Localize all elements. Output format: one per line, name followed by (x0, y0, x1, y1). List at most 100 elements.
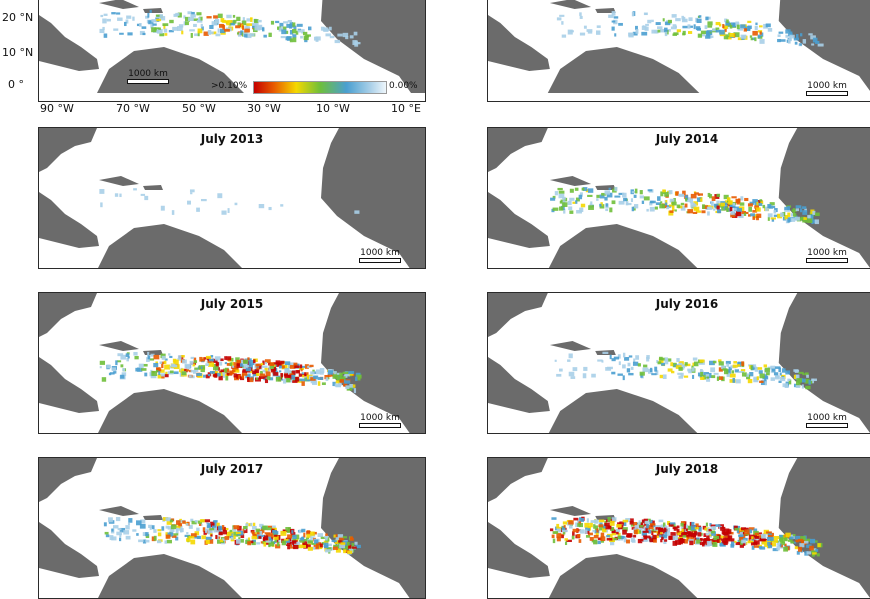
sargassum-patch (273, 531, 279, 535)
africa-landmass (321, 128, 425, 268)
sargassum-patch (807, 214, 811, 218)
sargassum-patch (647, 19, 652, 24)
sargassum-patch (723, 528, 730, 532)
sargassum-patch (704, 527, 708, 531)
sargassum-patch (602, 351, 609, 355)
sargassum-patch (703, 533, 707, 538)
sargassum-patch (185, 523, 189, 526)
sargassum-patch (753, 545, 760, 548)
sargassum-patch (349, 35, 354, 39)
sargassum-patch (680, 206, 686, 211)
sargassum-patch (114, 193, 119, 197)
sargassum-patch (648, 526, 654, 529)
sargassum-patch (258, 204, 265, 209)
sargassum-patch (224, 356, 228, 360)
sargassum-patch (795, 381, 801, 387)
sargassum-patch (351, 546, 357, 549)
sargassum-patch (116, 12, 121, 15)
sargassum-patch (274, 539, 278, 543)
sargassum-patch (635, 355, 640, 360)
sargassum-patch (177, 355, 182, 359)
sargassum-patch (184, 21, 189, 26)
sargassum-patch (228, 23, 232, 26)
sargassum-patch (675, 365, 682, 369)
sargassum-patch (711, 196, 716, 201)
sargassum-patch (660, 539, 663, 543)
sargassum-patch (240, 539, 244, 543)
sargassum-patch (667, 527, 671, 533)
sargassum-patch (190, 192, 193, 195)
sargassum-patch (634, 204, 639, 209)
sargassum-patch (646, 208, 649, 212)
sargassum-patch (214, 356, 221, 361)
legend-low-label: 0.00% (389, 81, 418, 91)
sargassum-patch (314, 539, 319, 544)
sargassum-patch (301, 29, 305, 34)
sargassum-patch (245, 367, 252, 372)
sargassum-patch (147, 355, 151, 360)
sargassum-patch (680, 526, 683, 530)
sargassum-patch (656, 359, 659, 364)
sargassum-patch (342, 32, 349, 38)
sargassum-patch (787, 212, 791, 217)
sargassum-patch (289, 38, 293, 43)
sargassum-patch (347, 550, 353, 554)
panel-title: July 2015 (200, 297, 264, 311)
sargassum-patch (642, 367, 649, 373)
sargassum-patch (222, 526, 226, 532)
sargassum-patch (127, 356, 130, 359)
sargassum-patch (349, 537, 354, 541)
sargassum-patch (293, 25, 297, 30)
sargassum-patch (599, 525, 605, 531)
sargassum-patch (293, 540, 297, 544)
sargassum-patch (583, 25, 587, 29)
sargassum-patch (169, 19, 174, 24)
sargassum-patch (597, 537, 603, 541)
sargassum-patch (668, 210, 674, 216)
sargassum-patch (224, 28, 230, 32)
sargassum-patch (738, 370, 745, 373)
sargassum-patch (807, 218, 813, 224)
lon-label-10e: 10 °E (391, 102, 421, 115)
lon-label-50w: 50 °W (182, 102, 216, 115)
sargassum-patch (255, 363, 259, 367)
sargassum-patch (262, 27, 265, 32)
sargassum-patch (675, 191, 679, 196)
hispaniola-island (595, 8, 616, 13)
sargassum-patch (342, 545, 349, 550)
sargassum-patch (561, 535, 564, 539)
sargassum-patch (629, 521, 634, 525)
sargassum-patch (125, 525, 130, 530)
sargassum-patch (278, 538, 281, 544)
map-svg (488, 458, 870, 598)
sargassum-patch (281, 540, 287, 546)
sargassum-patch (811, 219, 814, 225)
sargassum-patch (261, 365, 268, 368)
sargassum-patch (787, 206, 791, 211)
sargassum-patch (812, 552, 817, 555)
sargassum-patch (237, 374, 242, 379)
sargassum-patch (155, 369, 161, 373)
sargassum-patch (221, 210, 227, 215)
sargassum-patch (802, 39, 807, 44)
sargassum-patch (696, 18, 702, 24)
map-panel-6: July 2017 (38, 457, 426, 599)
sargassum-patch (327, 373, 331, 378)
sargassum-patch (307, 546, 313, 551)
sargassum-patch (241, 20, 247, 26)
sargassum-patch (585, 527, 591, 531)
sargassum-patch (275, 544, 281, 549)
map-svg (39, 458, 425, 598)
sargassum-patch (747, 379, 753, 384)
sargassum-patch (240, 534, 245, 539)
map-panel-3: July 2014 1000 km (487, 127, 870, 269)
sargassum-patch (751, 545, 755, 550)
sargassum-patch (586, 29, 593, 32)
sargassum-patch (687, 531, 691, 536)
sargassum-patch (795, 208, 800, 212)
sargassum-patch (634, 525, 639, 529)
sargassum-patch (155, 361, 158, 365)
sargassum-patch (606, 192, 613, 198)
sargassum-patch (646, 356, 650, 362)
sargassum-patch (203, 31, 209, 36)
